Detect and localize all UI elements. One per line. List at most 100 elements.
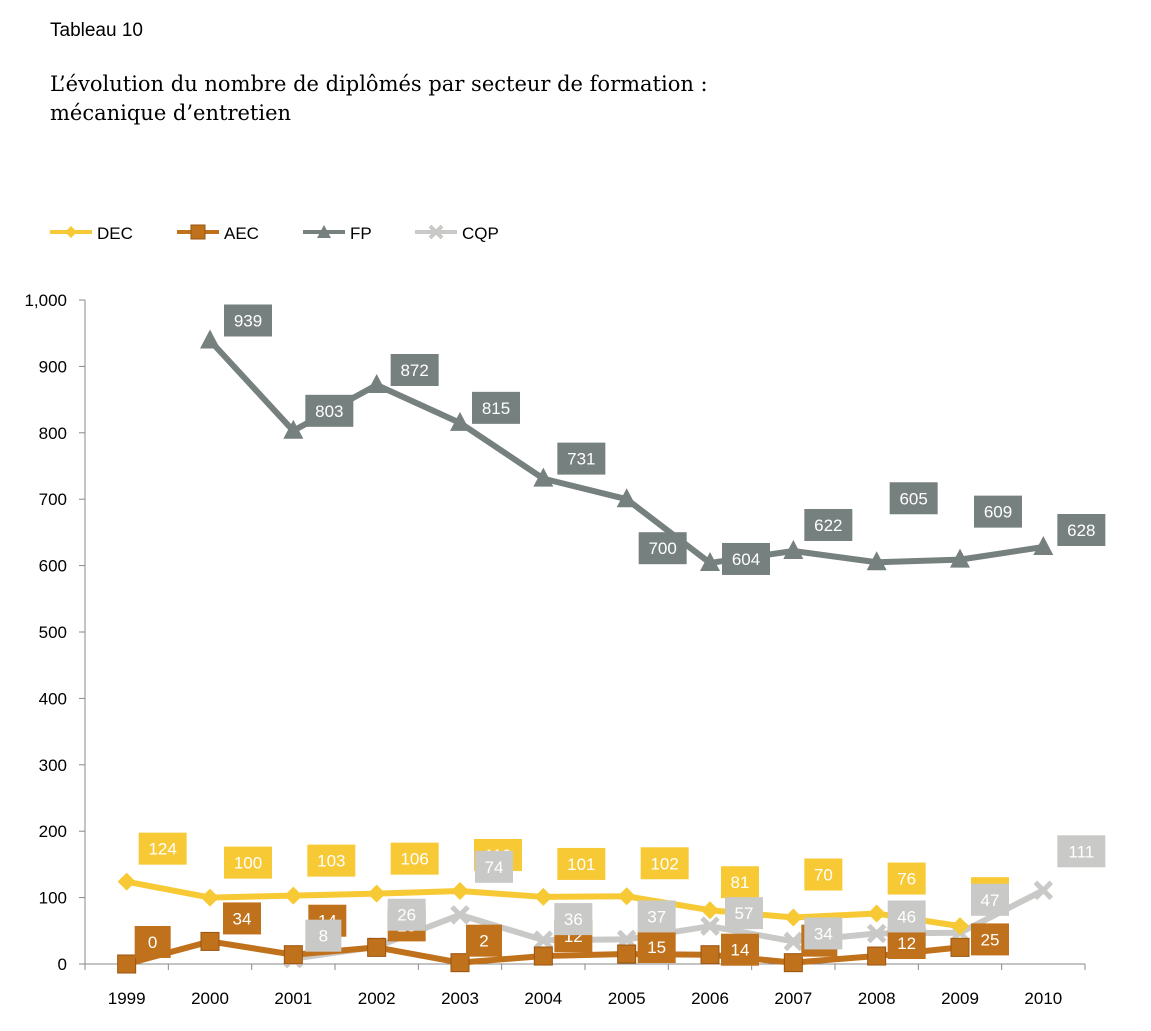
x-tick-label: 2010 — [1024, 989, 1062, 1008]
series-aec-label-box — [721, 933, 759, 966]
series-dec-label-box — [390, 842, 439, 875]
series-fp-data-label: 622 — [814, 516, 842, 535]
series-aec-marker — [950, 937, 970, 957]
series-aec-marker — [283, 945, 303, 965]
legend-fp: FP — [303, 224, 372, 243]
series-fp-label-box — [638, 532, 687, 565]
series-fp-data-label: 815 — [482, 399, 510, 418]
x-tick-label: 1999 — [108, 989, 146, 1008]
series-fp — [200, 329, 1054, 571]
series-dec-marker — [951, 917, 969, 936]
series-aec-label-box — [637, 931, 676, 964]
series-fp-label-box — [224, 304, 272, 337]
x-tick-label: 2007 — [774, 989, 812, 1008]
y-tick-label: 500 — [39, 623, 67, 642]
chart-title: L’évolution du nombre de diplômés par se… — [50, 70, 708, 128]
series-fp-label-box — [557, 442, 606, 475]
series-cqp-data-label: 26 — [397, 906, 416, 925]
series-dec-label-box — [640, 847, 689, 880]
series-cqp-marker — [783, 931, 804, 952]
series-aec-marker — [367, 937, 387, 957]
series-cqp-data-label: 74 — [485, 858, 504, 877]
x-tick-label: 2001 — [274, 989, 312, 1008]
series-dec-data-label: 106 — [400, 850, 428, 869]
data-labels: 1241001031061101011028170765703414252121… — [134, 304, 1106, 966]
series-aec-marker — [617, 944, 637, 964]
series-fp-data-label: 605 — [899, 489, 927, 508]
series-aec — [117, 931, 970, 974]
series-fp-label-box — [305, 394, 354, 427]
series-cqp-marker — [533, 930, 554, 950]
series-fp-label-box — [722, 542, 770, 575]
series-dec-marker — [367, 884, 386, 903]
series-dec-data-label: 76 — [897, 870, 916, 889]
series-aec-data-label: 2 — [479, 932, 488, 951]
series-dec-marker — [201, 888, 219, 907]
series-dec-marker — [284, 886, 303, 905]
series-fp-data-label: 609 — [984, 503, 1012, 522]
legend-aec-marker — [190, 224, 206, 240]
series-fp-data-label: 628 — [1067, 521, 1095, 540]
series-dec — [117, 872, 969, 936]
series-aec-marker — [533, 946, 553, 966]
series-fp-data-label: 803 — [315, 402, 343, 421]
series-dec-data-label: 103 — [317, 852, 345, 871]
series-fp-marker — [200, 329, 220, 349]
series-cqp-marker — [700, 916, 720, 936]
chart-title-line-1: L’évolution du nombre de diplômés par se… — [50, 72, 708, 96]
series-fp-label-box — [390, 353, 439, 386]
series-dec-label-box — [138, 832, 187, 865]
series-cqp-marker — [450, 905, 470, 925]
x-tick-label: 2008 — [858, 989, 896, 1008]
series-cqp-data-label: 36 — [564, 910, 583, 929]
legend-aec: AEC — [177, 224, 259, 243]
series-fp-data-label: 700 — [648, 539, 676, 558]
legend-aec-label: AEC — [224, 224, 259, 243]
series-cqp-data-label: 111 — [1068, 842, 1094, 861]
series-fp-marker — [700, 551, 720, 571]
series-fp-label-box — [804, 508, 853, 541]
series-aec-marker — [200, 931, 220, 951]
series-aec-marker — [450, 953, 470, 973]
series-dec-label-box — [804, 858, 843, 891]
series-cqp-label-box — [1057, 835, 1106, 868]
x-tick-label: 2005 — [608, 989, 646, 1008]
legend-cqp-label: CQP — [462, 224, 499, 243]
series-cqp-marker — [1033, 880, 1054, 901]
y-tick-label: 800 — [39, 424, 67, 443]
legend-dec: DEC — [50, 224, 133, 243]
series-fp-marker — [283, 419, 304, 439]
series-aec-marker — [783, 953, 803, 973]
series-cqp-label-box — [475, 850, 513, 883]
series-aec-label-box — [223, 902, 261, 935]
series-aec-data-label: 12 — [897, 934, 916, 953]
chart-title-line-2: mécanique d’entretien — [50, 101, 292, 125]
series-fp-label-box — [974, 495, 1022, 528]
series-fp-marker — [1033, 536, 1054, 556]
series-aec-marker — [117, 954, 137, 974]
legend-dec-label: DEC — [97, 224, 133, 243]
series-dec-marker — [117, 872, 136, 891]
series-dec-marker — [701, 901, 719, 920]
series-dec-label-box — [557, 847, 606, 880]
series-aec-data-label: 15 — [647, 938, 666, 957]
legend-cqp: CQP — [415, 224, 499, 243]
series-aec-label-box — [134, 926, 171, 958]
series-cqp-data-label: 47 — [981, 891, 1000, 910]
series-fp-marker — [616, 488, 637, 508]
series-fp-data-label: 939 — [234, 312, 262, 331]
series-fp-line — [207, 337, 1047, 566]
series-dec-label-box — [721, 866, 759, 899]
series-fp-marker — [950, 548, 970, 568]
series-aec-marker — [700, 945, 720, 965]
series-aec-marker — [867, 946, 887, 966]
series-dec-data-label: 124 — [148, 840, 176, 859]
legend-cqp-marker — [428, 224, 444, 240]
series-cqp-label-box — [804, 917, 843, 950]
series-dec-label-box — [887, 862, 926, 895]
series-cqp-data-label: 37 — [647, 907, 666, 926]
series-dec-data-label: 102 — [650, 854, 678, 873]
legend-dec-marker — [65, 226, 77, 238]
